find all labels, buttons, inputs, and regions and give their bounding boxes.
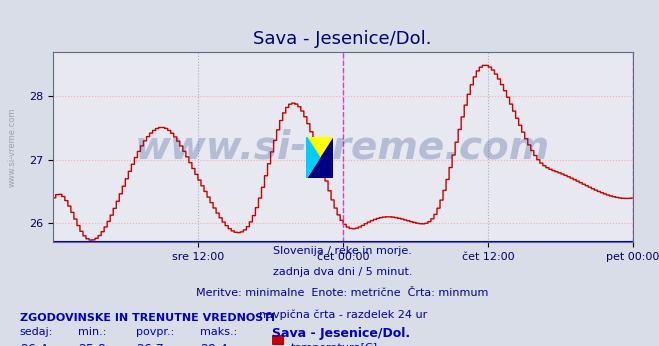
Text: 26,4: 26,4 (20, 343, 47, 346)
Text: 26,7: 26,7 (136, 343, 163, 346)
Text: navpična črta - razdelek 24 ur: navpična črta - razdelek 24 ur (258, 310, 427, 320)
Text: temperatura[C]: temperatura[C] (291, 343, 378, 346)
Polygon shape (306, 137, 333, 178)
Text: www.si-vreme.com: www.si-vreme.com (135, 128, 550, 166)
Text: povpr.:: povpr.: (136, 327, 174, 337)
Text: Slovenija / reke in morje.: Slovenija / reke in morje. (273, 246, 412, 256)
Text: ZGODOVINSKE IN TRENUTNE VREDNOSTI: ZGODOVINSKE IN TRENUTNE VREDNOSTI (20, 313, 275, 323)
Text: www.si-vreme.com: www.si-vreme.com (8, 107, 16, 187)
Title: Sava - Jesenice/Dol.: Sava - Jesenice/Dol. (254, 29, 432, 47)
Text: Sava - Jesenice/Dol.: Sava - Jesenice/Dol. (272, 327, 410, 340)
Text: zadnja dva dni / 5 minut.: zadnja dva dni / 5 minut. (273, 267, 413, 277)
Text: min.:: min.: (78, 327, 106, 337)
Text: maks.:: maks.: (200, 327, 238, 337)
Polygon shape (306, 137, 333, 178)
Text: 25,8: 25,8 (78, 343, 105, 346)
FancyBboxPatch shape (272, 335, 285, 345)
Text: Meritve: minimalne  Enote: metrične  Črta: minmum: Meritve: minimalne Enote: metrične Črta:… (196, 288, 489, 298)
Polygon shape (306, 137, 320, 178)
Text: sedaj:: sedaj: (20, 327, 53, 337)
Text: 28,4: 28,4 (200, 343, 228, 346)
